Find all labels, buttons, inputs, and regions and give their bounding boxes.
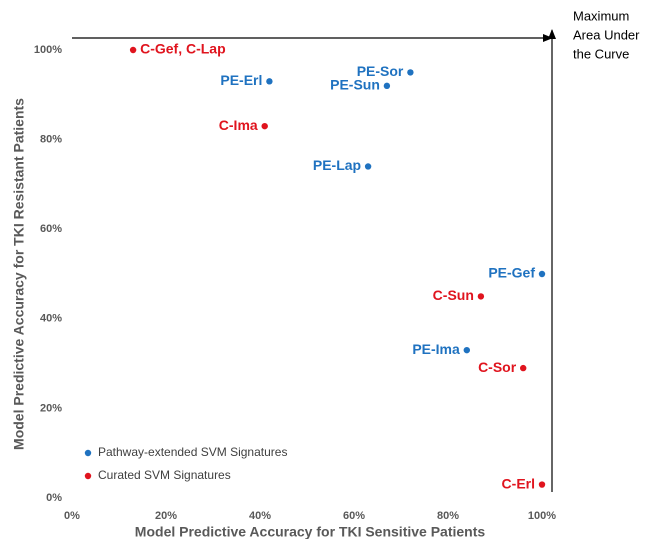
point-label: PE-Lap [313, 157, 361, 173]
point [520, 364, 527, 372]
x-tick-label: 40% [249, 510, 271, 522]
point-label: C-Sun [433, 287, 474, 303]
point-label: PE-Sor [357, 63, 404, 79]
y-axis-title: Model Predictive Accuracy for TKI Resist… [11, 98, 27, 450]
y-tick-label: 40% [40, 313, 62, 325]
point-label: PE-Erl [220, 72, 262, 88]
x-tick-label: 80% [437, 510, 459, 522]
x-tick-label: 20% [155, 510, 177, 522]
x-tick-label: 0% [64, 510, 80, 522]
point [477, 293, 485, 300]
point-label: C-Erl [502, 475, 535, 491]
y-tick-label: 20% [40, 402, 62, 414]
y-tick-label: 80% [40, 134, 62, 146]
point-label: PE-Sun [330, 77, 380, 93]
point [129, 46, 137, 54]
legend-marker [84, 449, 92, 457]
x-tick-label: 100% [528, 510, 556, 522]
y-tick-label: 0% [46, 492, 62, 504]
point-label: C-Ima [219, 117, 258, 133]
point [266, 78, 273, 85]
annotation: Maximum [573, 8, 629, 23]
point [261, 122, 268, 130]
annotation: the Curve [573, 46, 629, 61]
legend-label: Curated SVM Signatures [98, 468, 231, 482]
y-tick-label: 60% [40, 223, 62, 235]
point [463, 346, 470, 354]
x-tick-label: 60% [343, 510, 365, 522]
y-tick-label: 100% [34, 44, 62, 56]
point [364, 163, 372, 170]
point [407, 69, 414, 76]
point-label: PE-Gef [488, 265, 535, 281]
legend-marker [84, 472, 92, 480]
point-label: PE-Ima [412, 341, 460, 357]
legend-label: Pathway-extended SVM Signatures [98, 445, 287, 459]
x-axis-title: Model Predictive Accuracy for TKI Sensit… [135, 524, 486, 539]
point-label: C-Sor [478, 359, 517, 375]
point-label: C-Gef, C-Lap [140, 41, 226, 57]
point [383, 82, 391, 90]
annotation: Area Under [573, 27, 640, 42]
point [538, 270, 546, 278]
point [538, 481, 546, 488]
